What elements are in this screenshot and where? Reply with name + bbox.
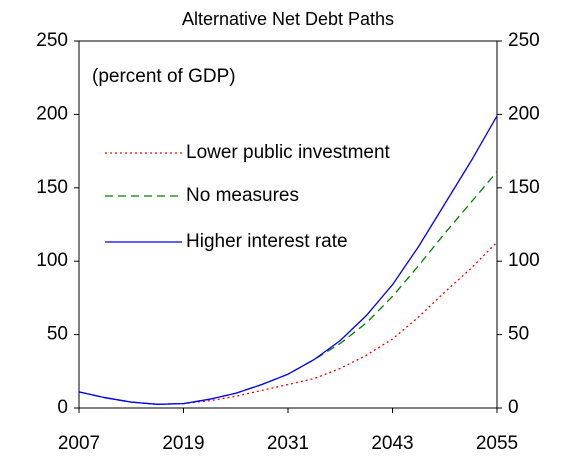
series-line <box>78 171 498 405</box>
annotation: (percent of GDP) <box>92 66 236 87</box>
legend-label: Higher interest rate <box>186 231 348 252</box>
y-tick-label: 150 <box>36 177 68 198</box>
y2-tick-label: 150 <box>508 177 540 198</box>
series-line <box>78 115 498 405</box>
x-tick-label: 2031 <box>267 433 309 454</box>
y2-tick-label: 100 <box>508 250 540 271</box>
series-line <box>78 241 498 405</box>
x-tick-label: 2055 <box>476 433 518 454</box>
legend-label: No measures <box>186 185 299 206</box>
x-tick-label: 2019 <box>162 433 204 454</box>
x-tick-label: 2043 <box>371 433 413 454</box>
y-tick-label: 50 <box>47 324 68 345</box>
plot-frame <box>78 40 498 409</box>
y-tick-label: 250 <box>36 30 68 51</box>
y-tick-label: 100 <box>36 250 68 271</box>
y2-tick-label: 250 <box>508 30 540 51</box>
chart-title: Alternative Net Debt Paths <box>182 9 394 29</box>
y-tick-label: 0 <box>57 397 68 418</box>
x-tick-label: 2007 <box>58 433 100 454</box>
y2-tick-label: 200 <box>508 103 540 124</box>
legend-label: Lower public investment <box>186 142 391 163</box>
y-tick-label: 200 <box>36 103 68 124</box>
y2-tick-label: 50 <box>508 324 529 345</box>
y2-tick-label: 0 <box>508 397 519 418</box>
